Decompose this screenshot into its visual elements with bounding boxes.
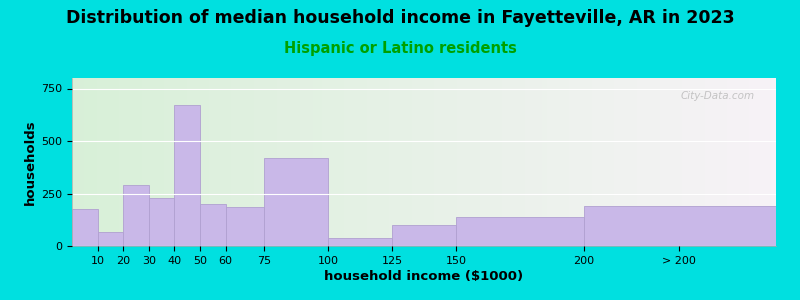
X-axis label: household income ($1000): household income ($1000): [325, 270, 523, 283]
Bar: [174, 105, 200, 246]
Bar: [584, 206, 776, 246]
Y-axis label: households: households: [24, 119, 37, 205]
Bar: [328, 238, 392, 246]
Bar: [149, 198, 174, 246]
Bar: [123, 185, 149, 246]
Bar: [264, 158, 328, 246]
Bar: [200, 204, 226, 246]
Bar: [72, 209, 98, 246]
Text: City-Data.com: City-Data.com: [681, 92, 755, 101]
Bar: [226, 207, 264, 246]
Bar: [98, 232, 123, 246]
Bar: [456, 217, 584, 246]
Bar: [392, 225, 456, 246]
Text: Hispanic or Latino residents: Hispanic or Latino residents: [283, 40, 517, 56]
Text: Distribution of median household income in Fayetteville, AR in 2023: Distribution of median household income …: [66, 9, 734, 27]
